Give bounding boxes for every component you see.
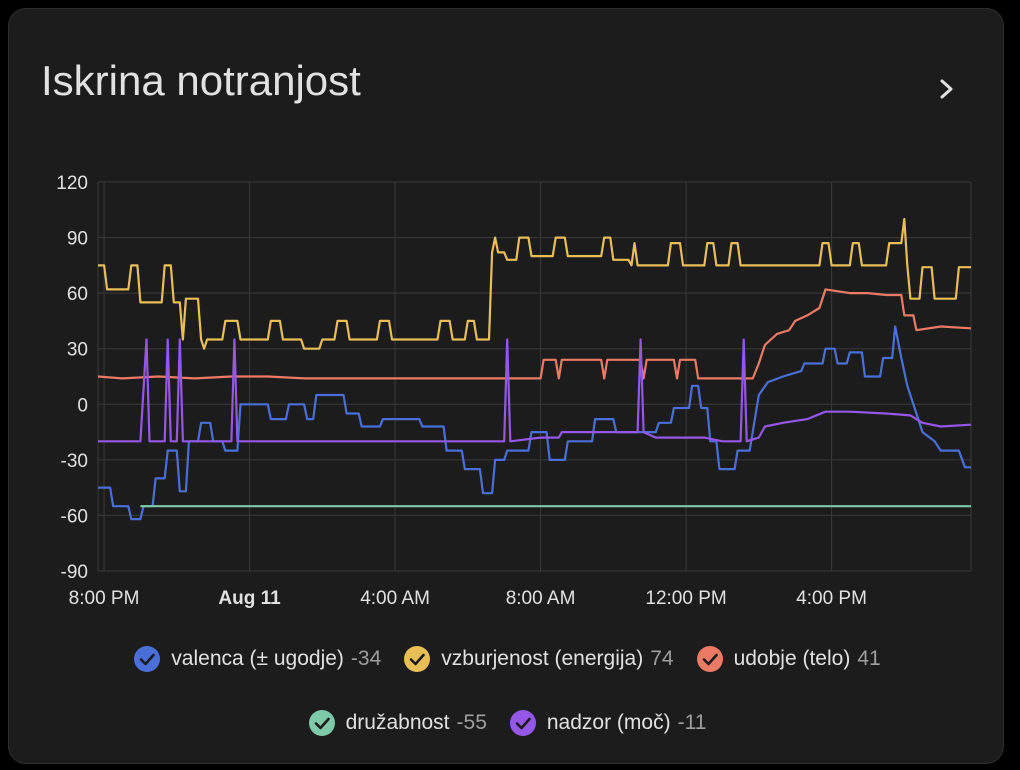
y-tick-label: 90 bbox=[67, 229, 88, 250]
series-line-0 bbox=[98, 325, 971, 521]
legend-label: družabnost bbox=[345, 711, 450, 734]
card-title: Iskrina notranjost bbox=[41, 57, 361, 104]
check-circle-icon bbox=[696, 646, 723, 672]
y-tick-label: 30 bbox=[67, 340, 88, 361]
check-circle-icon bbox=[134, 646, 161, 672]
series-line-1 bbox=[98, 217, 971, 350]
legend-item-udobje[interactable]: udobje (telo) 41 bbox=[696, 645, 881, 673]
legend-row: valenca (± ugodje) -34 vzburjenost (ener… bbox=[9, 645, 1005, 673]
x-tick-label: Aug 11 bbox=[218, 588, 281, 609]
legend-value: 41 bbox=[857, 647, 881, 670]
legend-item-vzburjenost[interactable]: vzburjenost (energija) 74 bbox=[403, 645, 674, 673]
x-tick-label: 12:00 PM bbox=[645, 588, 726, 609]
series-line-4 bbox=[98, 338, 972, 443]
y-tick-label: -90 bbox=[61, 562, 88, 583]
legend-value: -34 bbox=[350, 647, 382, 670]
legend-row: družabnost -55 nadzor (moč) -11 bbox=[9, 709, 1005, 737]
legend-label: nadzor (moč) bbox=[546, 711, 671, 734]
y-tick-label: -30 bbox=[61, 451, 88, 472]
history-chart: 120 90 60 30 0 -30 -60 -90 8:00 PM Aug 11 4:00 AM 8… bbox=[56, 173, 972, 609]
more-info-button[interactable] bbox=[927, 69, 967, 109]
check-circle-icon bbox=[509, 710, 536, 736]
y-tick-label: 60 bbox=[67, 284, 88, 305]
legend-label: vzburjenost (energija) bbox=[441, 647, 644, 670]
history-card: Iskrina notranjost 120 90 60 30 0 -30 -60 -90 8:… bbox=[8, 8, 1004, 764]
x-tick-label: 8:00 AM bbox=[506, 588, 576, 609]
legend-label: udobje (telo) bbox=[733, 647, 851, 670]
legend-value: 74 bbox=[650, 647, 674, 670]
x-tick-label: 8:00 PM bbox=[69, 588, 140, 609]
y-tick-label: 0 bbox=[77, 395, 88, 416]
y-tick-label: -60 bbox=[61, 506, 88, 527]
legend-item-druzabnost[interactable]: družabnost -55 bbox=[308, 709, 487, 737]
series-line-2 bbox=[97, 288, 972, 380]
y-tick-label: 120 bbox=[56, 173, 88, 194]
check-circle-icon bbox=[404, 646, 431, 672]
chevron-right-icon bbox=[940, 79, 953, 99]
legend-item-nadzor[interactable]: nadzor (moč) -11 bbox=[509, 709, 707, 737]
legend-label: valenca (± ugodje) bbox=[171, 647, 344, 670]
legend-value: -55 bbox=[456, 711, 487, 734]
legend-item-valenca[interactable]: valenca (± ugodje) -34 bbox=[133, 645, 381, 673]
x-tick-label: 4:00 AM bbox=[360, 588, 430, 609]
x-tick-label: 4:00 PM bbox=[796, 588, 867, 609]
check-circle-icon bbox=[308, 710, 335, 736]
legend-value: -11 bbox=[677, 711, 707, 734]
